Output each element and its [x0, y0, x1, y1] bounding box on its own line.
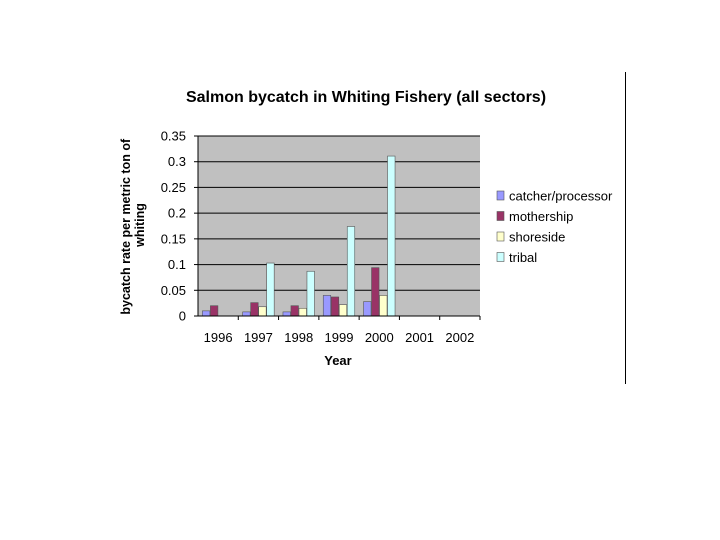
x-tick-label: 2001 [405, 330, 434, 345]
bar-mothership-1999 [330, 296, 340, 317]
legend-swatch-tribal [496, 252, 505, 262]
y-tick-label: 0.2 [168, 206, 186, 221]
x-tick-label: 2002 [445, 330, 474, 345]
bar-catcher-processor-1997 [242, 311, 251, 317]
x-ticks: 1996 1997 1998 1999 2000 2001 2002 [204, 316, 481, 345]
bar-tribal-2000 [387, 155, 396, 317]
legend-swatch-catcher-processor [496, 190, 505, 201]
bar-shoreside-1997 [258, 306, 267, 317]
y-tick-label: 0.15 [161, 231, 186, 246]
y-tick-label: 0.1 [168, 257, 186, 272]
bar-mothership-1996 [210, 305, 219, 317]
y-axis-label: bycatch rate per metric ton of whiting [119, 135, 147, 314]
bar-shoreside-1998 [298, 307, 307, 317]
legend: catcher/processor mothership shoreside trib… [496, 189, 613, 265]
slide-edge-line [625, 72, 626, 384]
bar-tribal-1998 [306, 270, 315, 317]
bar-catcher-processor-2000 [363, 301, 372, 317]
y-ticks: 0 0.05 0.1 0.15 0.2 0.25 0.3 0.35 [161, 129, 198, 324]
x-tick-label: 1998 [284, 330, 313, 345]
x-tick-label: 1999 [325, 330, 354, 345]
bar-catcher-processor-1999 [322, 295, 332, 317]
x-axis-label: Year [324, 353, 351, 368]
y-tick-label: 0.35 [161, 129, 186, 144]
x-tick-label: 1996 [204, 330, 233, 345]
y-axis-label-line-1: bycatch rate per metric ton of [119, 138, 133, 315]
bar-shoreside-1999 [338, 304, 348, 317]
legend-label-tribal: tribal [509, 250, 537, 265]
legend-swatch-mothership [496, 211, 505, 221]
bar-tribal-1997 [266, 262, 275, 317]
legend-swatch-shoreside [496, 231, 505, 242]
y-tick-label: 0.05 [161, 283, 186, 298]
bar-catcher-processor-1998 [282, 311, 291, 317]
legend-label-catcher-processor: catcher/processor [509, 189, 613, 204]
legend-label-shoreside: shoreside [509, 230, 565, 245]
plot-area [198, 136, 480, 316]
bar-catcher-processor-1996 [202, 310, 211, 317]
gridlines [198, 135, 480, 291]
y-tick-label: 0 [179, 309, 186, 324]
bar-tribal-1999 [346, 226, 356, 317]
y-tick-label: 0.3 [168, 154, 186, 169]
bar-shoreside-2000 [379, 295, 388, 317]
bar-mothership-1997 [250, 302, 259, 317]
chart-title: Salmon bycatch in Whiting Fishery (all s… [186, 89, 546, 106]
bar-mothership-1998 [290, 305, 299, 317]
legend-label-mothership: mothership [509, 209, 573, 224]
x-tick-label: 1997 [244, 330, 273, 345]
x-tick-label: 2000 [365, 330, 394, 345]
y-tick-label: 0.25 [161, 180, 186, 195]
bar-mothership-2000 [371, 267, 380, 317]
y-axis-label-line-2: whiting [133, 203, 147, 248]
